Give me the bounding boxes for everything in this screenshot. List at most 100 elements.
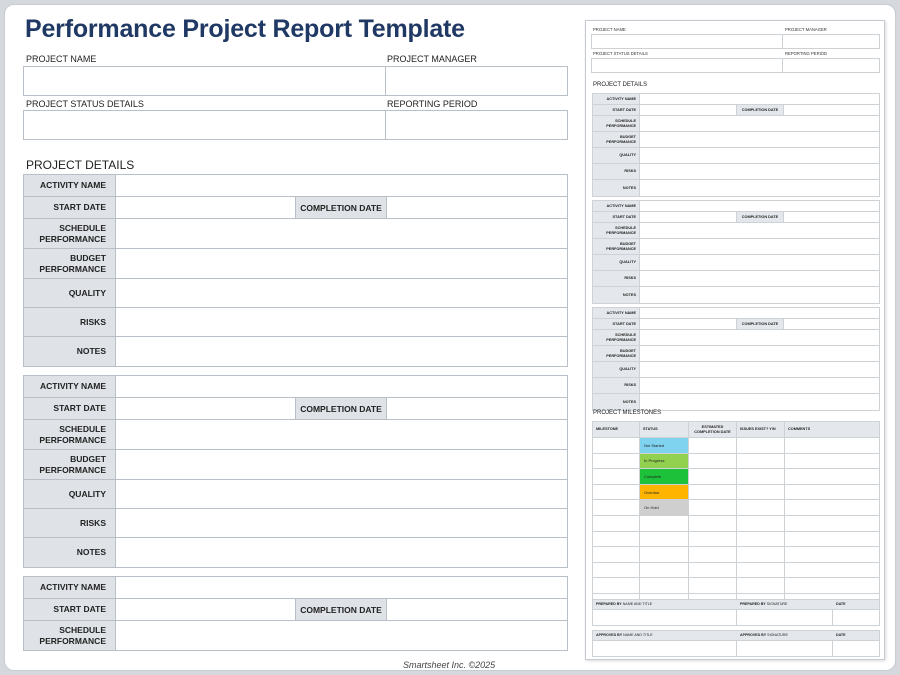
preview-approved-by: APPROVED BY NAME AND TITLE APPROVED BY S… (592, 630, 880, 657)
completion-date-label: COMPLETION DATE (296, 197, 387, 218)
project-status-field[interactable] (23, 110, 386, 140)
activity-name-label: ACTIVITY NAME (24, 175, 116, 196)
activity-name-field[interactable] (116, 376, 567, 397)
activity-name-field[interactable] (116, 577, 567, 598)
project-name-label: PROJECT NAME (26, 54, 97, 64)
comments-col-header: COMMENTS (784, 421, 880, 438)
preview-activity-name-label: ACTIVITY NAME (593, 308, 640, 318)
project-name-field[interactable] (23, 66, 386, 96)
preview-activity-block: ACTIVITY NAME START DATE COMPLETION DATE … (592, 307, 880, 411)
preview-milestones-title: PROJECT MILESTONES (593, 410, 662, 416)
table-row: Complete (592, 468, 880, 485)
preview-completion-date-label: COMPLETION DATE (737, 319, 784, 329)
completion-date-label: COMPLETION DATE (296, 398, 387, 419)
preview-activity-name-label: ACTIVITY NAME (593, 201, 640, 211)
table-row (592, 546, 880, 563)
status-cell: Overdue (639, 483, 689, 501)
preview-status-label: PROJECT STATUS DETAILS (593, 51, 648, 56)
activity-name-label: ACTIVITY NAME (24, 376, 116, 397)
activity-name-label: ACTIVITY NAME (24, 577, 116, 598)
activity-block: ACTIVITY NAME START DATE COMPLETION DATE … (23, 375, 568, 568)
start-date-field[interactable] (116, 398, 296, 419)
page-title: Performance Project Report Template (25, 15, 465, 43)
reporting-period-field[interactable] (385, 110, 568, 140)
table-row: In Progress (592, 452, 880, 470)
preview-prepared-by: PREPARED BY NAME AND TITLE PREPARED BY S… (592, 599, 880, 626)
schedule-performance-label: SCHEDULE PERFORMANCE (24, 621, 116, 650)
template-preview: PROJECT NAME PROJECT MANAGER PROJECT STA… (585, 20, 885, 660)
preview-reporting-label: REPORTING PERIOD (785, 51, 828, 56)
start-date-label: START DATE (24, 197, 116, 218)
schedule-performance-field[interactable] (116, 621, 567, 650)
preview-risks-label: RISKS (593, 378, 640, 393)
schedule-performance-field[interactable] (116, 219, 567, 248)
preview-reporting-field (782, 58, 880, 73)
schedule-performance-label: SCHEDULE PERFORMANCE (24, 219, 116, 248)
notes-label: NOTES (24, 337, 116, 366)
page-frame: Performance Project Report Template PROJ… (4, 4, 896, 671)
project-manager-label: PROJECT MANAGER (387, 54, 477, 64)
budget-performance-label: BUDGET PERFORMANCE (24, 249, 116, 278)
preview-schedule-label: SCHEDULE PERFORMANCE (593, 223, 640, 238)
preview-completion-date-label: COMPLETION DATE (737, 212, 784, 222)
preview-status-field (591, 58, 783, 73)
quality-label: QUALITY (24, 279, 116, 307)
notes-label: NOTES (24, 538, 116, 567)
preview-milestones-table: MILESTONE STATUS ESTIMATED COMPLETION DAT… (592, 421, 880, 610)
status-col-header: STATUS (639, 421, 689, 438)
budget-performance-label: BUDGET PERFORMANCE (24, 450, 116, 479)
table-row (592, 530, 880, 548)
milestone-col-header: MILESTONE (592, 421, 640, 438)
preview-risks-label: RISKS (593, 164, 640, 179)
preview-start-date-label: START DATE (593, 212, 640, 222)
preview-notes-label: NOTES (593, 180, 640, 196)
risks-label: RISKS (24, 308, 116, 336)
completion-date-label: COMPLETION DATE (296, 599, 387, 620)
status-cell: Complete (639, 468, 689, 485)
completion-date-field[interactable] (387, 197, 567, 218)
table-row (592, 561, 880, 579)
project-manager-field[interactable] (385, 66, 568, 96)
estimated-date-col-header: ESTIMATED COMPLETION DATE (688, 421, 737, 438)
risks-field[interactable] (116, 308, 567, 336)
start-date-field[interactable] (116, 197, 296, 218)
preview-risks-label: RISKS (593, 271, 640, 286)
preview-notes-label: NOTES (593, 287, 640, 303)
quality-field[interactable] (116, 279, 567, 307)
notes-field[interactable] (116, 337, 567, 366)
preview-budget-label: BUDGET PERFORMANCE (593, 239, 640, 254)
activity-block: ACTIVITY NAME START DATE COMPLETION DATE … (23, 576, 568, 651)
table-row: On Hold (592, 499, 880, 516)
completion-date-field[interactable] (387, 599, 567, 620)
preview-quality-label: QUALITY (593, 255, 640, 270)
budget-performance-field[interactable] (116, 249, 567, 278)
preview-budget-label: BUDGET PERFORMANCE (593, 132, 640, 147)
preview-activity-block: ACTIVITY NAME START DATE COMPLETION DATE … (592, 200, 880, 304)
schedule-performance-field[interactable] (116, 420, 567, 449)
preview-details-title: PROJECT DETAILS (593, 82, 648, 88)
quality-field[interactable] (116, 480, 567, 508)
start-date-label: START DATE (24, 398, 116, 419)
completion-date-field[interactable] (387, 398, 567, 419)
table-row: Not Started (592, 437, 880, 454)
risks-label: RISKS (24, 509, 116, 537)
project-details-title: PROJECT DETAILS (26, 158, 135, 172)
status-cell: On Hold (639, 499, 689, 516)
start-date-field[interactable] (116, 599, 296, 620)
risks-field[interactable] (116, 509, 567, 537)
preview-budget-label: BUDGET PERFORMANCE (593, 346, 640, 361)
preview-quality-label: QUALITY (593, 148, 640, 163)
schedule-performance-label: SCHEDULE PERFORMANCE (24, 420, 116, 449)
issues-col-header: ISSUES EXIST? Y/N (736, 421, 785, 438)
table-row (592, 577, 880, 594)
preview-project-name-label: PROJECT NAME (593, 27, 626, 32)
preview-start-date-label: START DATE (593, 105, 640, 115)
preview-activity-name-label: ACTIVITY NAME (593, 94, 640, 104)
table-row (592, 514, 880, 532)
footer-copyright: Smartsheet Inc. ©2025 (403, 660, 496, 670)
activity-name-field[interactable] (116, 175, 567, 196)
preview-quality-label: QUALITY (593, 362, 640, 377)
budget-performance-field[interactable] (116, 450, 567, 479)
notes-field[interactable] (116, 538, 567, 567)
status-cell: In Progress (639, 452, 689, 470)
